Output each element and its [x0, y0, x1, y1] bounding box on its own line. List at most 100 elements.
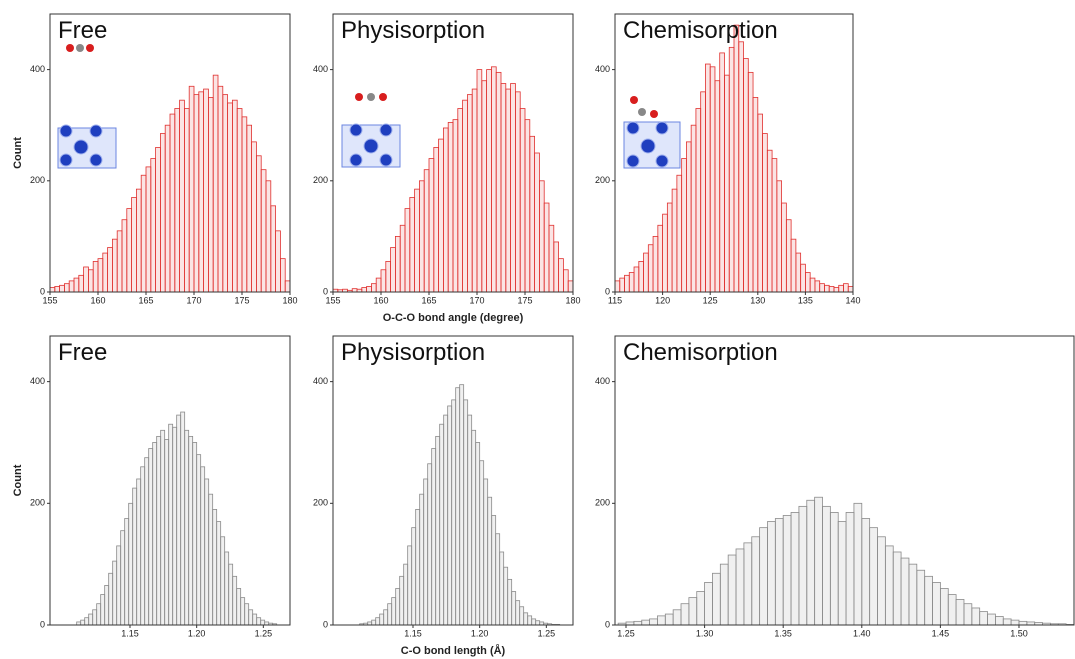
bar — [244, 603, 250, 626]
bar — [614, 280, 621, 293]
bar — [671, 188, 678, 293]
bar — [140, 466, 146, 626]
plot-frame — [614, 13, 854, 293]
bar — [652, 235, 659, 293]
bar — [657, 615, 666, 626]
y-tick-label: 400 — [30, 376, 45, 386]
bar — [531, 618, 537, 626]
bar — [712, 572, 721, 626]
y-tick-label: 200 — [30, 498, 45, 508]
charts: 155 160 165 170 175 180 0 200 400 Free Count 155 160… — [12, 13, 1075, 657]
plot-frame — [49, 335, 291, 626]
bar — [108, 572, 114, 626]
bar — [380, 269, 387, 293]
x-tick-label: 170 — [469, 295, 484, 305]
bar — [833, 287, 840, 293]
bar — [662, 213, 668, 293]
x-tick-label: 160 — [373, 295, 388, 305]
bar — [107, 247, 113, 293]
bar — [419, 493, 425, 626]
bar — [155, 147, 161, 293]
bar — [471, 88, 478, 293]
bar — [144, 457, 150, 626]
bar — [379, 613, 385, 626]
bar — [519, 606, 525, 626]
bar — [431, 448, 437, 626]
bar — [248, 609, 254, 626]
x-tick-label: 140 — [845, 295, 860, 305]
bar — [738, 41, 744, 293]
bar — [279, 258, 286, 293]
x-tick-label: 160 — [90, 295, 105, 305]
bar — [892, 551, 902, 626]
bar — [483, 478, 489, 626]
bar — [747, 71, 754, 293]
bar — [471, 429, 477, 626]
bar — [375, 277, 382, 293]
histogram-panel: 1.15 1.20 1.25 0 200 400 Free Count — [12, 335, 291, 638]
bar — [824, 284, 830, 293]
x-tick-label: 135 — [798, 295, 813, 305]
bar — [539, 180, 545, 293]
bar — [131, 197, 137, 293]
bar — [638, 261, 644, 293]
bar — [743, 58, 749, 293]
bar — [843, 283, 849, 293]
x-tick-label: 180 — [282, 295, 297, 305]
panel-title: Physisorption — [341, 17, 485, 44]
bar — [719, 52, 725, 293]
bar — [819, 283, 825, 293]
bar — [511, 591, 517, 626]
bar — [971, 607, 981, 626]
bar — [172, 426, 178, 626]
x-axis-label: O-C-O bond angle (degree) — [383, 312, 524, 324]
bar — [423, 169, 430, 293]
bar — [59, 284, 65, 293]
bar — [714, 80, 721, 293]
bar — [265, 180, 272, 293]
bar — [284, 280, 291, 293]
bar — [198, 91, 205, 293]
y-axis-label: Count — [12, 464, 24, 496]
x-tick-label: 165 — [138, 295, 153, 305]
bar — [790, 512, 800, 626]
bar — [523, 612, 529, 626]
bar — [690, 124, 697, 293]
bar — [164, 439, 170, 626]
bar — [800, 263, 806, 293]
bar — [822, 505, 831, 626]
panel-title: Chemisorption — [623, 17, 778, 44]
bar — [939, 588, 949, 626]
bar — [370, 283, 377, 293]
bar — [534, 152, 540, 293]
bar — [479, 460, 485, 626]
x-tick-label: 1.20 — [471, 628, 489, 638]
bar — [776, 180, 783, 293]
bar — [548, 224, 555, 293]
y-tick-label: 200 — [313, 498, 328, 508]
bar — [790, 238, 797, 293]
bar — [733, 24, 740, 293]
bar — [164, 124, 171, 293]
y-axis-label: Count — [12, 137, 24, 169]
bar — [527, 615, 533, 626]
bar — [963, 603, 973, 626]
bar — [145, 166, 152, 293]
plot-frame — [614, 335, 1075, 626]
bar — [152, 442, 158, 626]
bar — [861, 518, 871, 626]
bar — [418, 180, 425, 293]
bar — [423, 478, 429, 626]
bar — [447, 405, 453, 626]
panel-title: Free — [58, 339, 107, 366]
bar — [979, 611, 988, 626]
bar — [124, 518, 130, 626]
bar — [709, 66, 716, 293]
bar — [759, 527, 768, 626]
x-tick-label: 175 — [234, 295, 249, 305]
bar — [240, 597, 246, 626]
bar — [500, 83, 507, 293]
bar — [207, 97, 214, 293]
bar — [439, 423, 445, 626]
